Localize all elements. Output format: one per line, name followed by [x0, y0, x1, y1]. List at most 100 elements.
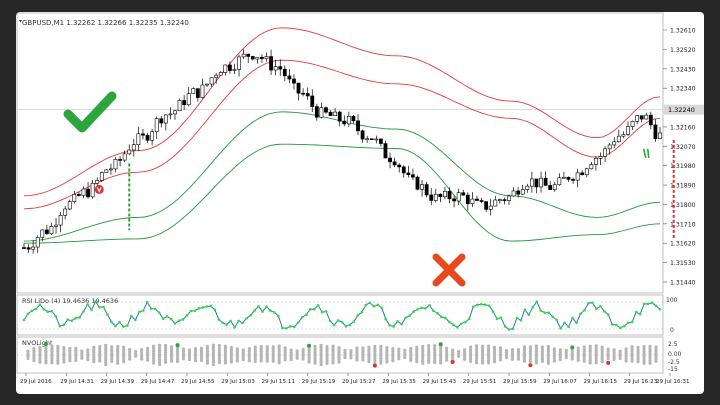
time-tick-label: 29 Jul 15:27 [342, 379, 376, 385]
nvo-dot [122, 348, 126, 352]
nvo-dot [247, 354, 251, 358]
candle [511, 187, 516, 197]
nvo-dot [642, 344, 646, 349]
rsi-dot [130, 314, 133, 318]
nvo-dot [62, 348, 66, 352]
nvo-dot [157, 350, 162, 355]
nvo-dot [427, 355, 431, 360]
nvo-dot [570, 357, 574, 361]
candle [319, 102, 324, 119]
nvo-dot [445, 356, 449, 360]
nvo-dot [44, 358, 48, 363]
rsi-dot [475, 303, 479, 307]
nvo-dot [552, 352, 556, 356]
nvo-dot [277, 356, 281, 360]
nvo-dot [439, 361, 443, 365]
rsi-dot [185, 313, 189, 317]
candle [420, 180, 424, 197]
nvo-dot [588, 344, 592, 348]
nvo-dot [600, 352, 604, 356]
nvo-dot [74, 356, 78, 360]
rsi-tick-low: 0 [670, 327, 674, 334]
nvo-dot [516, 357, 521, 361]
nvo-dot [235, 347, 239, 351]
nvo-dot [229, 360, 233, 364]
candle [612, 137, 617, 149]
nvo-dot [110, 357, 114, 361]
nvo-dot [319, 360, 323, 364]
nvo-dot [110, 359, 114, 363]
nvo-dot [110, 347, 114, 351]
nvo-dot [498, 358, 503, 362]
candle [557, 173, 562, 186]
nvo-dot [44, 356, 48, 360]
rsi-dot [483, 303, 487, 306]
rsi-dot [209, 304, 213, 308]
nvo-dot [98, 347, 102, 351]
candle [72, 190, 77, 204]
chart-window[interactable]: GBPUSD,M1 1.32262 1.32266 1.32235 1.3224… [16, 12, 704, 394]
nvo-dot [540, 345, 544, 349]
nvo-dot [110, 345, 114, 349]
nvo-dot [445, 346, 449, 350]
nvo-dot [44, 349, 48, 353]
nvo-dot [612, 357, 616, 362]
nvo-dot [116, 361, 120, 365]
candle [54, 217, 58, 234]
nvo-sell-dot [450, 359, 455, 364]
nvo-dot [415, 345, 419, 349]
rsi-dot [332, 323, 336, 327]
candle [246, 53, 251, 64]
nvo-dot [86, 348, 90, 352]
candle [77, 191, 81, 197]
nvo-dot [104, 358, 108, 362]
rsi-dot [237, 319, 240, 323]
nvo-dot [92, 357, 96, 361]
candle [168, 107, 173, 120]
nvo-dot [229, 355, 233, 359]
nvo-dot [379, 347, 383, 351]
nvo-buy-dot [438, 342, 443, 347]
time-tick-label: 29 Jul 14:31 [60, 379, 94, 385]
nvo-dot [259, 359, 263, 363]
chart-canvas[interactable]: GBPUSD,M1 1.32262 1.32266 1.32235 1.3224… [16, 12, 704, 394]
candle [356, 114, 360, 136]
nvo-dot [181, 347, 186, 351]
rsi-dot [66, 318, 70, 321]
nvo-dot [74, 358, 78, 362]
candle [520, 184, 525, 195]
nvo-dot [157, 343, 162, 347]
rsi-dot [591, 301, 594, 305]
nvo-dot [307, 355, 311, 359]
nvo-dot [307, 350, 311, 355]
candle [195, 88, 200, 102]
nvo-dot [319, 362, 323, 367]
nvo-dot [235, 356, 239, 361]
candle [452, 195, 457, 208]
nvo-dot [624, 359, 628, 363]
nvo-dot [385, 358, 389, 362]
nvo-dot [319, 350, 323, 355]
nvo-dot [343, 348, 347, 352]
nvo-dot [271, 357, 275, 361]
nvo-dot [217, 351, 221, 355]
nvo-dot [50, 344, 54, 348]
nvo-dot [217, 358, 221, 362]
rsi-dot [58, 324, 62, 328]
chart-menu-arrow-icon[interactable] [19, 20, 22, 23]
candle [209, 77, 214, 87]
nvo-dot [630, 349, 634, 354]
nvo-dot [480, 351, 485, 356]
nvo-dot [205, 361, 210, 365]
rsi-dot [296, 321, 300, 324]
nvo-dot [474, 356, 479, 360]
time-tick-label: 29 Jul 15:19 [302, 379, 336, 385]
rsi-dot [511, 327, 515, 331]
price-tick-label: 1.32610 [670, 28, 696, 35]
nvo-dot [122, 352, 126, 357]
nvo-dot [247, 351, 251, 356]
nvo-dot [403, 348, 407, 352]
rsi-dot [98, 305, 101, 309]
time-tick-label: 29 Jul 14:55 [181, 379, 215, 385]
nvo-dot [624, 349, 628, 353]
